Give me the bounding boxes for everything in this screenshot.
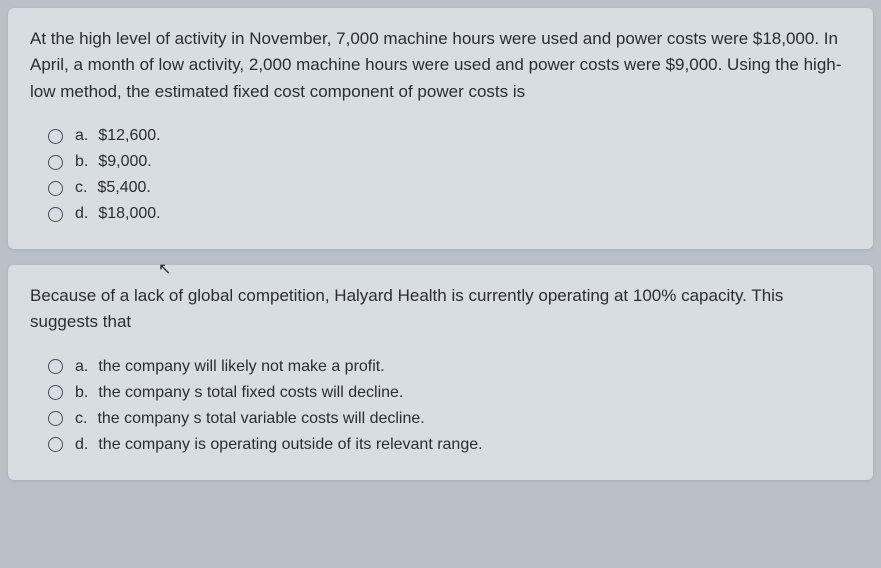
option-label: d.the company is operating outside of it… xyxy=(75,436,483,454)
radio-icon[interactable] xyxy=(48,385,63,400)
option-b[interactable]: b.$9,000. xyxy=(48,153,851,171)
cursor-icon: ↖ xyxy=(158,259,171,279)
radio-icon[interactable] xyxy=(48,155,63,170)
question-text: At the high level of activity in Novembe… xyxy=(30,26,851,105)
option-a[interactable]: a.$12,600. xyxy=(48,127,851,145)
option-d[interactable]: d.$18,000. xyxy=(48,205,851,223)
option-c[interactable]: c.the company s total variable costs wil… xyxy=(48,410,851,428)
radio-icon[interactable] xyxy=(48,411,63,426)
option-d[interactable]: d.the company is operating outside of it… xyxy=(48,436,851,454)
radio-icon[interactable] xyxy=(48,207,63,222)
radio-icon[interactable] xyxy=(48,181,63,196)
question-card-1: At the high level of activity in Novembe… xyxy=(8,8,873,249)
options-list: a.the company will likely not make a pro… xyxy=(30,358,851,454)
option-label: a.the company will likely not make a pro… xyxy=(75,358,385,376)
question-text: Because of a lack of global competition,… xyxy=(30,283,851,336)
option-label: b.$9,000. xyxy=(75,153,152,171)
radio-icon[interactable] xyxy=(48,129,63,144)
option-label: a.$12,600. xyxy=(75,127,161,145)
option-label: b.the company s total fixed costs will d… xyxy=(75,384,403,402)
option-b[interactable]: b.the company s total fixed costs will d… xyxy=(48,384,851,402)
option-c[interactable]: c.$5,400. xyxy=(48,179,851,197)
option-a[interactable]: a.the company will likely not make a pro… xyxy=(48,358,851,376)
radio-icon[interactable] xyxy=(48,437,63,452)
question-card-2: ↖ Because of a lack of global competitio… xyxy=(8,265,873,480)
option-label: c.$5,400. xyxy=(75,179,151,197)
option-label: c.the company s total variable costs wil… xyxy=(75,410,425,428)
option-label: d.$18,000. xyxy=(75,205,161,223)
options-list: a.$12,600. b.$9,000. c.$5,400. d.$18,000… xyxy=(30,127,851,223)
radio-icon[interactable] xyxy=(48,359,63,374)
